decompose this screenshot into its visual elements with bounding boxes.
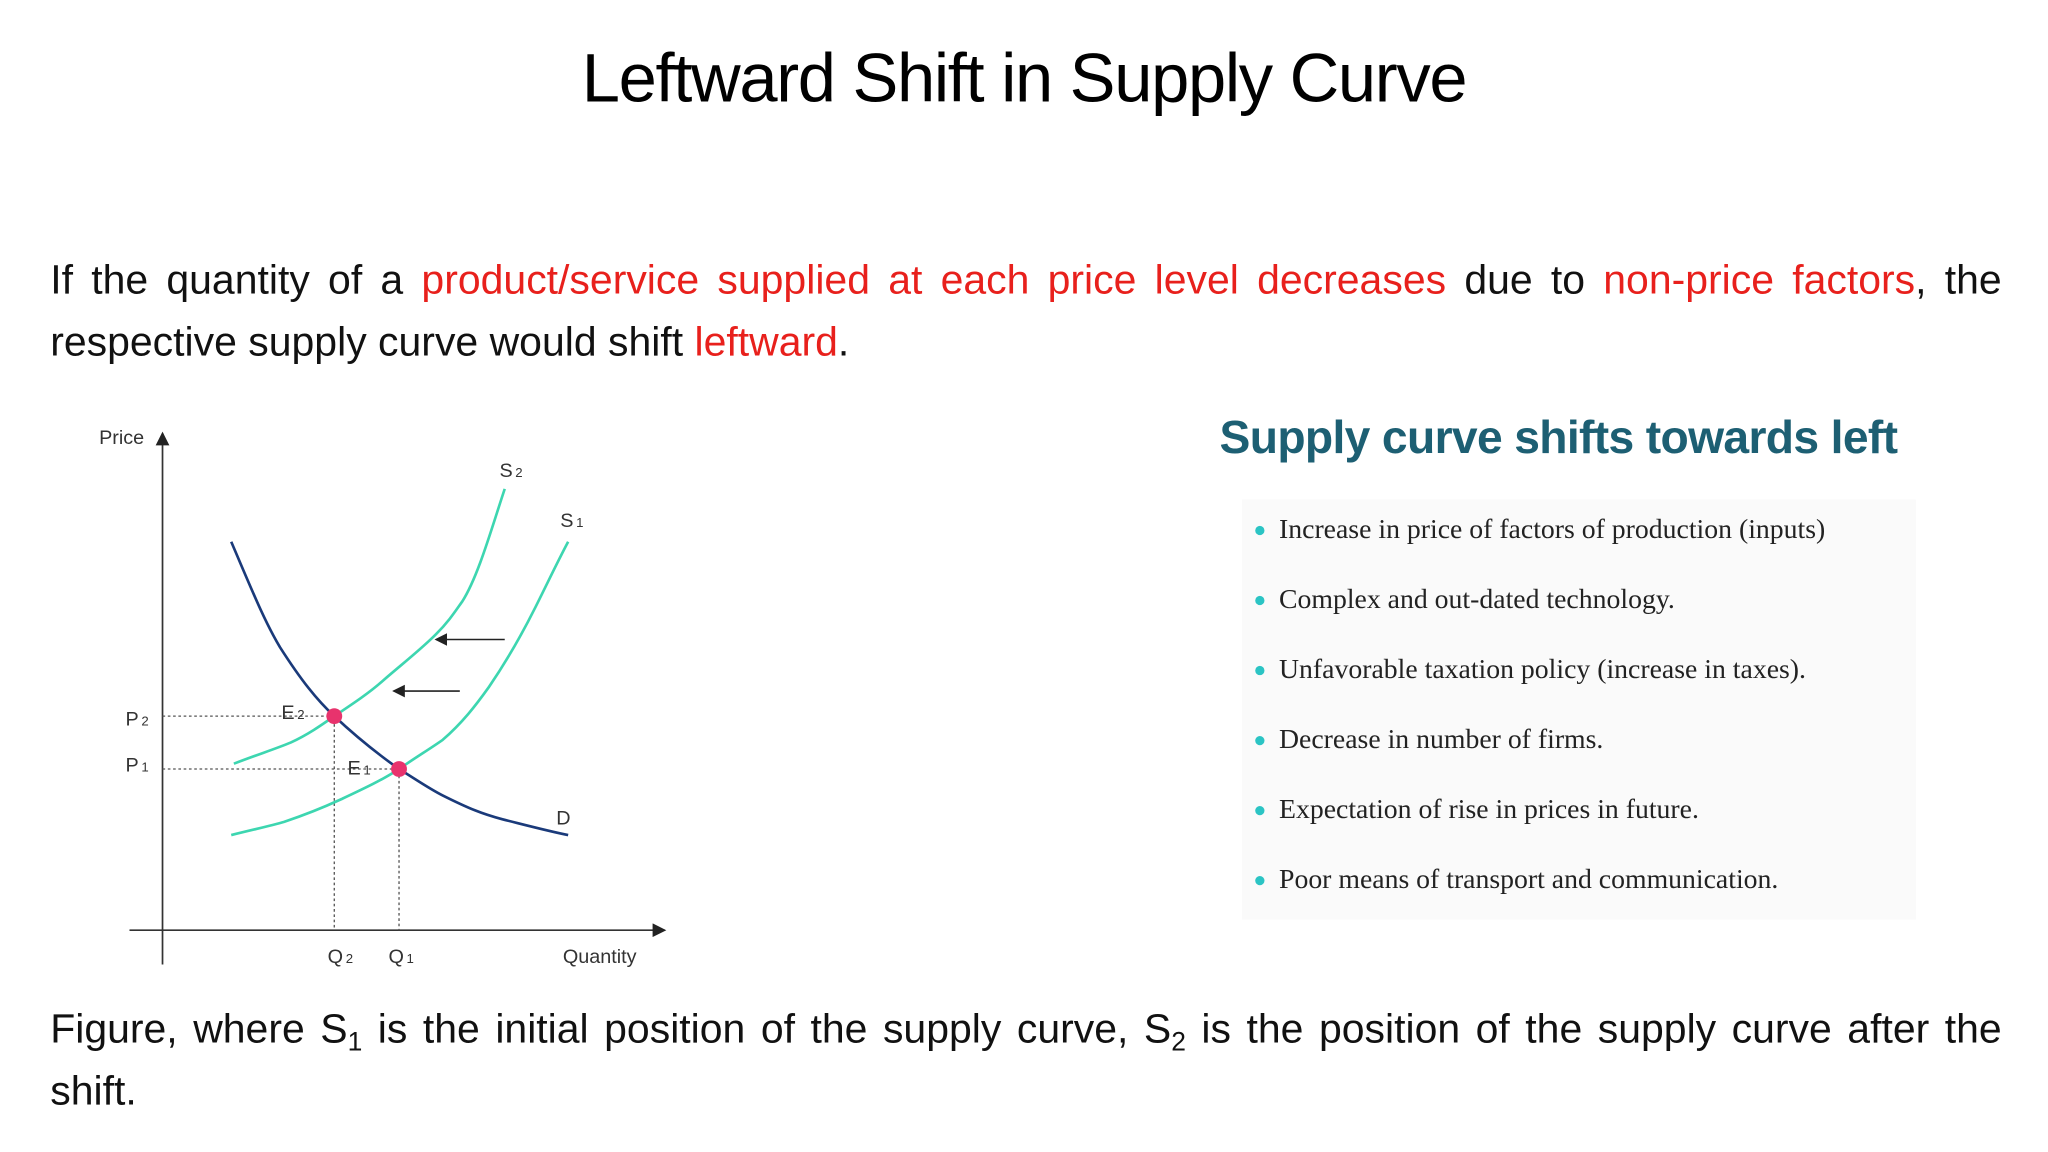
bullet-list: Increase in price of factors of producti… bbox=[1242, 499, 1916, 920]
bullet-item: Increase in price of factors of producti… bbox=[1255, 512, 1826, 545]
bullet-item: Expectation of rise in prices in future. bbox=[1255, 792, 1699, 825]
label-main: S bbox=[499, 460, 512, 482]
label-main: P bbox=[126, 708, 139, 730]
curve-label: D bbox=[556, 807, 570, 829]
equilibrium-point bbox=[326, 708, 343, 725]
text-run: is the initial position of the supply cu… bbox=[362, 1005, 1172, 1052]
axis-label: Quantity bbox=[563, 946, 637, 968]
equilibrium-point bbox=[391, 761, 407, 777]
bullet-item: Decrease in number of firms. bbox=[1255, 722, 1604, 755]
text-run: due to bbox=[1446, 256, 1604, 303]
caption-text: Figure, where S1 is the initial position… bbox=[50, 998, 2002, 1122]
emphasis-text: leftward bbox=[694, 318, 838, 365]
supply-diagram: Price Quantity S 2S 1DE 2E 1P 2P 1Q 2 Q 1 bbox=[99, 427, 667, 968]
text-run: is the position of the supply curve afte… bbox=[50, 1005, 2002, 1114]
label-sub: 2 bbox=[141, 713, 148, 728]
label-sub: 1 bbox=[407, 951, 414, 966]
axis-label: Price bbox=[99, 427, 144, 449]
text-run: Figure, where S bbox=[50, 1005, 348, 1052]
demand-curve bbox=[230, 541, 569, 837]
bullet-item: Poor means of transport and communicatio… bbox=[1255, 862, 1779, 895]
bullet-item: Unfavorable taxation policy (increase in… bbox=[1255, 652, 1806, 685]
bullet-item: Complex and out-dated technology. bbox=[1255, 582, 1675, 615]
text-run: , the respective supply curve would shif… bbox=[50, 256, 2002, 365]
label-sub: 2 bbox=[346, 951, 353, 966]
subscript: 1 bbox=[347, 1027, 363, 1058]
intro-text: If the quantity of a product/service sup… bbox=[50, 248, 2002, 372]
panel-heading: Supply curve shifts towards left bbox=[1219, 412, 1898, 464]
subscript: 2 bbox=[1171, 1027, 1186, 1058]
label-main: S bbox=[560, 510, 573, 532]
label-sub: 1 bbox=[141, 760, 148, 775]
text-run: If the quantity of a bbox=[50, 256, 422, 303]
label-sub: 2 bbox=[297, 707, 304, 722]
slide-title: Leftward Shift in Supply Curve bbox=[581, 40, 1468, 118]
label-main: Q bbox=[328, 946, 343, 968]
supply-curve-s2 bbox=[233, 488, 506, 765]
label-main: E bbox=[281, 702, 294, 724]
label-sub: 2 bbox=[515, 465, 522, 480]
label-main: P bbox=[126, 755, 139, 777]
label-sub: 1 bbox=[576, 515, 583, 530]
emphasis-text: product/service supplied at each price l… bbox=[421, 256, 1447, 303]
label-main: E bbox=[347, 757, 360, 779]
label-sub: 1 bbox=[363, 762, 370, 777]
label-main: D bbox=[556, 807, 570, 829]
text-run: . bbox=[837, 318, 850, 365]
supply-curve-s1 bbox=[230, 541, 570, 837]
label-main: Q bbox=[388, 946, 403, 968]
emphasis-text: non-price factors bbox=[1603, 256, 1916, 303]
